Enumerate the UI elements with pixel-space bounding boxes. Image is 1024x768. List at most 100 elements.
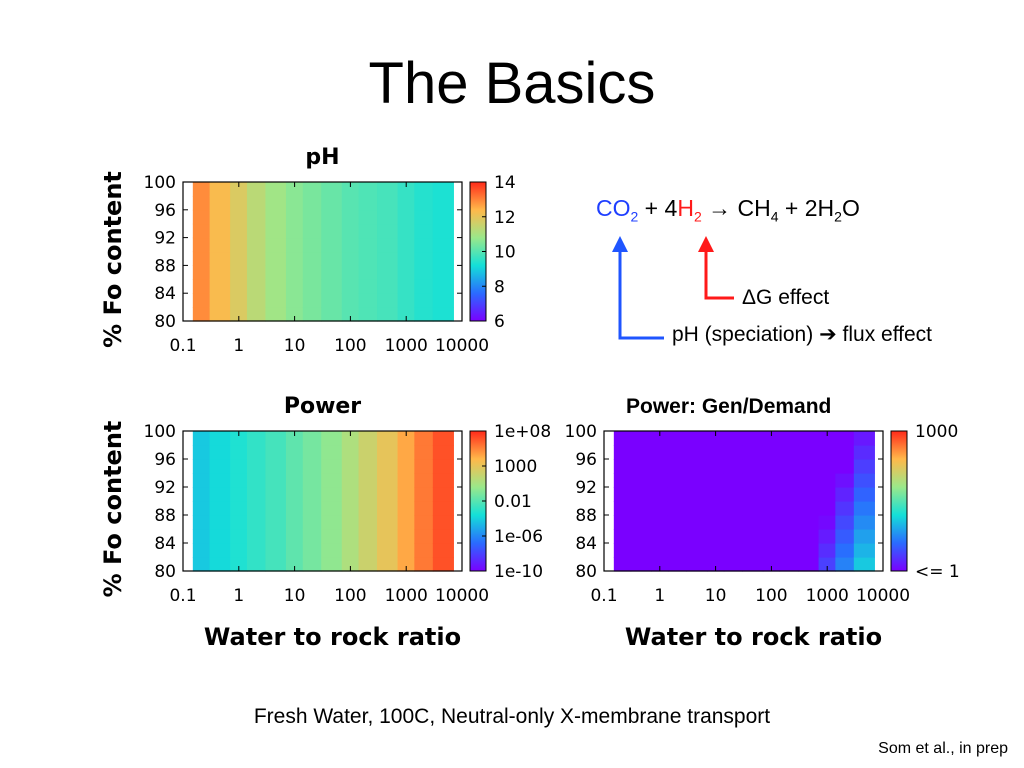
heat-cell — [230, 487, 248, 502]
colorbar-tick-label: 14 — [494, 173, 516, 193]
heat-cell — [192, 473, 211, 488]
heat-cell — [818, 557, 836, 572]
heat-cell — [762, 515, 781, 530]
heat-cell — [192, 557, 211, 572]
heat-cell — [686, 501, 708, 516]
heat-cell — [818, 543, 836, 558]
heat-cell — [230, 473, 248, 488]
heat-cell — [265, 445, 287, 460]
heat-cell — [209, 209, 231, 225]
heat-cell — [209, 431, 231, 446]
heat-cell — [302, 473, 322, 488]
heat-cell — [762, 529, 781, 544]
heat-cell — [706, 557, 725, 572]
heat-cell — [414, 279, 434, 294]
heat-cell — [432, 487, 454, 502]
heat-cell — [265, 307, 287, 322]
x-tick-label: 100 — [755, 586, 787, 606]
heat-cell — [230, 557, 248, 572]
h2-subscript: 2 — [693, 208, 702, 225]
heat-cell — [723, 431, 743, 446]
heat-cell — [414, 237, 434, 253]
heat-cell — [321, 459, 343, 474]
y-tick-label: 92 — [154, 478, 176, 498]
heat-cell — [723, 445, 743, 460]
heat-cell — [432, 195, 454, 211]
heat-cell — [798, 459, 820, 474]
heat-cell — [414, 543, 434, 558]
heat-cell — [230, 223, 248, 239]
colorbar-tick-label: <= 1 — [915, 562, 960, 582]
heat-cell — [798, 431, 820, 446]
heat-cell — [192, 209, 211, 225]
heat-cell — [377, 279, 399, 294]
heat-cell — [762, 557, 781, 572]
heat-cell — [192, 279, 211, 294]
heat-cell — [762, 431, 781, 446]
heat-cell — [358, 445, 378, 460]
heat-cell — [414, 307, 434, 322]
heat-cell — [192, 223, 211, 239]
heat-cell — [723, 529, 743, 544]
heat-cell — [686, 487, 708, 502]
heat-cell — [341, 237, 360, 253]
heat-cell — [265, 195, 287, 211]
heat-cell — [818, 445, 836, 460]
x-tick-label: 1000 — [385, 586, 428, 606]
heat-cell — [285, 195, 304, 211]
heat-cell — [613, 445, 632, 460]
heat-cell — [192, 265, 211, 280]
heat-cell — [358, 557, 378, 572]
heat-cell — [651, 431, 669, 446]
heat-cell — [414, 487, 434, 502]
heat-cell — [651, 459, 669, 474]
heat-cell — [358, 293, 378, 308]
colorbar — [890, 430, 908, 572]
heat-cell — [302, 487, 322, 502]
heat-cell — [432, 445, 454, 460]
heat-cell — [285, 293, 304, 308]
heat-cell — [706, 529, 725, 544]
heat-cell — [341, 195, 360, 211]
heat-cell — [397, 543, 415, 558]
heat-cell — [265, 293, 287, 308]
heat-cell — [651, 487, 669, 502]
heat-cell — [798, 529, 820, 544]
heat-cell — [414, 182, 434, 197]
red-arrow-shaft — [704, 244, 734, 300]
plus-term: + 4 — [638, 195, 678, 221]
heat-cell — [397, 431, 415, 446]
heat-cell — [613, 515, 632, 530]
heat-cell — [209, 473, 231, 488]
heat-cell — [358, 279, 378, 294]
heat-cell — [358, 182, 378, 197]
heat-cell — [377, 307, 399, 322]
heat-cell — [246, 307, 267, 322]
heat-cell — [414, 223, 434, 239]
x-tick-label: 10 — [705, 586, 727, 606]
x-tick-label: 1 — [654, 586, 665, 606]
heat-cell — [651, 473, 669, 488]
ph-effect-label: pH (speciation) ➔ flux effect — [672, 322, 932, 347]
heat-cell — [742, 529, 764, 544]
y-tick-label: 88 — [154, 506, 176, 526]
heat-cell — [246, 195, 267, 211]
arrow-ch4: → CH — [701, 195, 771, 221]
heat-cell — [302, 459, 322, 474]
heat-cell — [742, 459, 764, 474]
heat-cell — [853, 557, 875, 572]
y-tick-label: 100 — [565, 422, 597, 442]
y-tick-label: 100 — [144, 173, 176, 193]
y-tick-label: 96 — [154, 201, 176, 221]
heat-cell — [341, 487, 360, 502]
heat-cell — [302, 223, 322, 239]
heat-cell — [246, 445, 267, 460]
heat-cell — [818, 431, 836, 446]
heat-cell — [321, 237, 343, 253]
heat-cell — [209, 459, 231, 474]
heat-cell — [432, 473, 454, 488]
heat-cell — [397, 223, 415, 239]
heat-cell — [209, 237, 231, 253]
heat-cell — [321, 265, 343, 280]
y-axis-label: % Fo content — [99, 171, 127, 348]
